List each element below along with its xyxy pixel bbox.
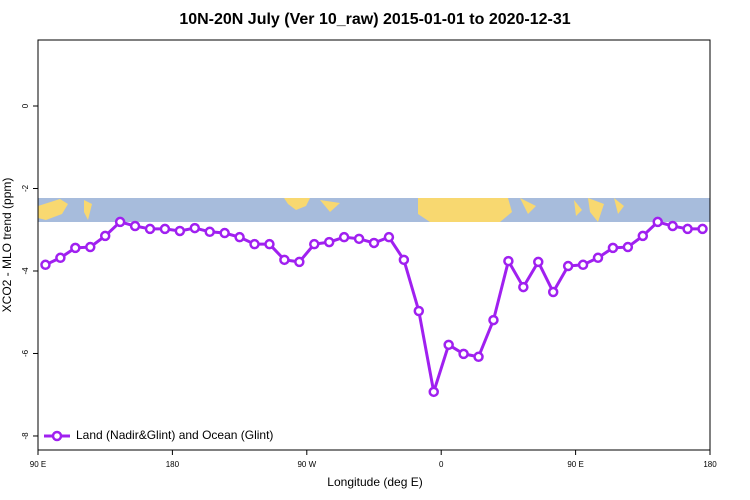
- y-tick-label: -8: [21, 432, 30, 440]
- data-point: [114, 216, 126, 228]
- y-tick-label: -2: [21, 184, 30, 192]
- legend-label: Land (Nadir&Glint) and Ocean (Glint): [76, 428, 273, 442]
- x-tick-label: 180: [166, 460, 180, 469]
- plot-frame: [37, 39, 711, 451]
- data-point: [667, 220, 678, 232]
- data-point: [607, 242, 619, 254]
- data-point: [144, 223, 156, 235]
- y-tick-label: -4: [21, 267, 30, 275]
- data-point: [682, 223, 693, 235]
- chart-title: 10N-20N July (Ver 10_raw) 2015-01-01 to …: [179, 11, 570, 28]
- x-axis-title: Longitude (deg E): [327, 475, 422, 489]
- data-point: [547, 286, 559, 298]
- data-point: [398, 254, 410, 266]
- x-tick-label: 180: [703, 460, 717, 469]
- data-point: [55, 252, 66, 264]
- legend-marker: [51, 430, 63, 442]
- map-strip: [38, 198, 710, 222]
- data-point: [697, 223, 708, 235]
- data-point: [488, 314, 499, 326]
- data-point: [622, 241, 634, 253]
- data-point: [503, 255, 514, 267]
- data-point: [652, 216, 663, 228]
- data-point: [40, 259, 51, 271]
- y-tick-label: 0: [21, 103, 30, 108]
- data-point: [413, 305, 425, 317]
- x-tick-label: 90 E: [567, 460, 583, 469]
- data-point: [592, 252, 604, 264]
- data-point: [473, 351, 484, 363]
- data-point: [85, 241, 96, 253]
- data-point: [129, 220, 141, 232]
- data-point: [70, 242, 81, 254]
- data-point: [353, 233, 365, 245]
- x-tick-label: 0: [439, 460, 444, 469]
- data-point: [189, 222, 201, 234]
- y-axis-title: XCO2 - MLO trend (ppm): [0, 178, 14, 313]
- data-point: [99, 230, 111, 242]
- data-point: [279, 254, 290, 266]
- data-point: [428, 386, 439, 398]
- data-point: [159, 223, 171, 235]
- data-point: [533, 256, 544, 268]
- data-point: [309, 238, 320, 250]
- data-point: [562, 260, 574, 272]
- data-point: [458, 348, 469, 360]
- data-point: [338, 231, 350, 243]
- data-point: [637, 230, 649, 242]
- data-point: [577, 259, 589, 271]
- x-tick-label: 90 W: [297, 460, 316, 469]
- data-point: [443, 339, 454, 351]
- data-point: [518, 281, 529, 293]
- data-point: [249, 238, 260, 250]
- data-point: [174, 225, 186, 237]
- data-point: [219, 227, 230, 239]
- data-point: [323, 236, 335, 248]
- x-tick-label: 90 E: [30, 460, 46, 469]
- data-point: [234, 231, 245, 243]
- y-tick-label: -6: [21, 349, 30, 357]
- data-point: [204, 226, 215, 238]
- data-point: [264, 238, 275, 250]
- data-point: [383, 231, 395, 243]
- data-point: [368, 237, 380, 249]
- data-point: [294, 256, 305, 268]
